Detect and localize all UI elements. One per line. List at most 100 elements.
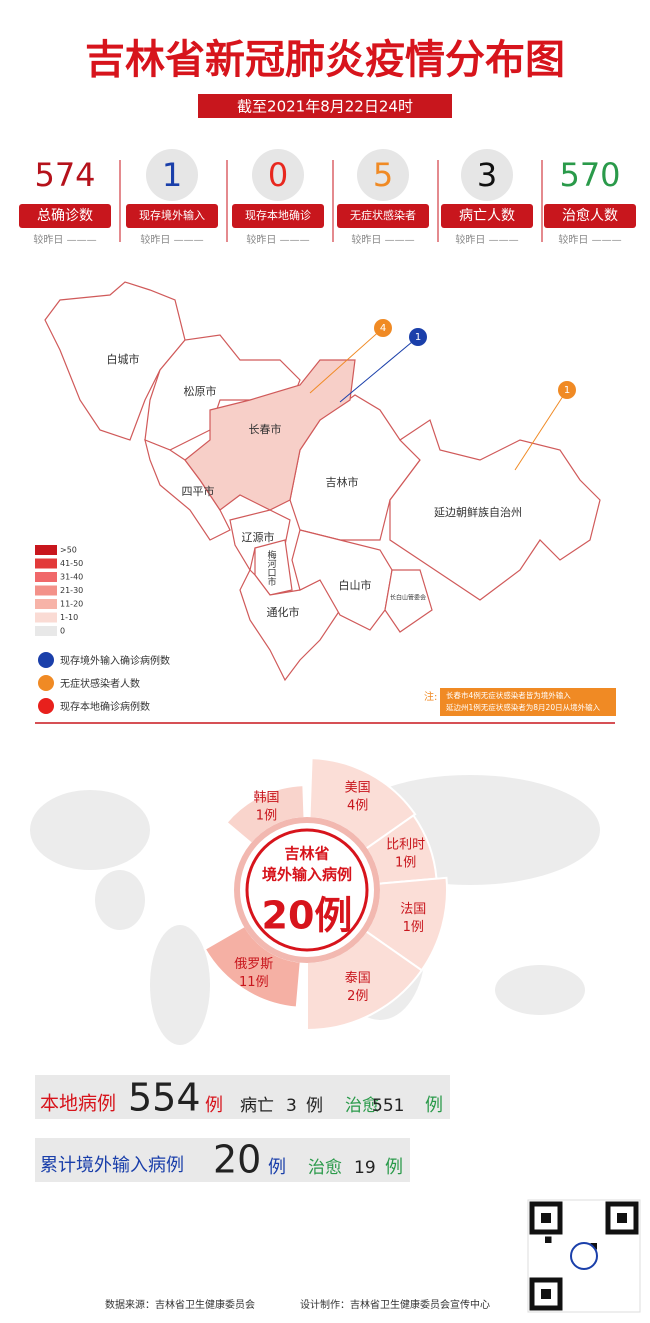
stat-label-bg (337, 204, 429, 228)
stat-circle (146, 149, 198, 201)
marker-label: 现存本地确诊病例数 (60, 700, 150, 713)
legend-label: 21-30 (60, 586, 83, 595)
country-cases: 2例 (347, 989, 368, 1004)
legend-swatch (35, 572, 57, 582)
region-label: 梅河口市 (266, 549, 277, 587)
stat-circle (252, 149, 304, 201)
stat-label-bg (19, 204, 111, 228)
summary-unit: 例 (306, 1096, 323, 1116)
qr-finder (529, 1277, 563, 1311)
country-name: 俄罗斯 (234, 957, 273, 972)
map: 白城市 松原市 长春市 吉林市 四平市 辽源市 梅河口市 通化市 白山市 长白山… (44, 281, 601, 682)
stat-label: 病亡人数 (459, 208, 515, 224)
legend-label: 0 (60, 627, 65, 636)
callout (558, 381, 576, 399)
region (144, 439, 231, 541)
qr-code (527, 1199, 641, 1313)
center-subtitle: 境外输入病例 (262, 866, 352, 884)
callout (409, 328, 427, 346)
summary-label: 累计境外输入病例 (40, 1155, 184, 1176)
marker-label: 无症状感染者人数 (60, 677, 140, 690)
country-name: 法国 (400, 902, 426, 917)
stat-circle (461, 149, 513, 201)
title: 吉林省新冠肺炎疫情分布图 (85, 37, 565, 83)
stat-label-bg (232, 204, 324, 228)
marker-dot (38, 652, 54, 668)
qr-finder (617, 1213, 627, 1223)
region-label: 松原市 (184, 384, 217, 398)
center-title: 吉林省 (284, 845, 329, 863)
legend-swatch (35, 558, 57, 569)
stat-label-bg (126, 204, 218, 228)
country-cases: 11例 (239, 975, 269, 990)
summary-value: 554 (128, 1076, 201, 1120)
callout-label: 1 (415, 332, 421, 343)
region-label: 吉林市 (326, 475, 359, 489)
stat-compare: 较昨日 ——— (558, 233, 621, 246)
callout (374, 319, 392, 337)
stat-label: 现存境外输入 (139, 208, 205, 222)
stat-compare: 较昨日 ——— (246, 233, 309, 246)
footer-design: 设计制作：吉林省卫生健康委员会宣传中心 (300, 1298, 490, 1311)
region-label: 通化市 (267, 605, 300, 619)
legend-swatch (35, 599, 57, 609)
stat-label: 治愈人数 (562, 208, 618, 224)
stat-value: 1 (162, 156, 182, 194)
summary-unit: 例 (268, 1157, 286, 1178)
footer-source: 数据来源：吉林省卫生健康委员会 (105, 1298, 255, 1311)
region (254, 539, 293, 596)
stat-circle (357, 149, 409, 201)
summary-bg (35, 1075, 450, 1119)
region-label: 辽源市 (242, 530, 275, 544)
summary-bg (35, 1138, 410, 1182)
qr-finder (541, 1289, 551, 1299)
country-name: 比利时 (386, 838, 425, 853)
stat-compare: 较昨日 ——— (140, 233, 203, 246)
qr-logo (570, 1242, 598, 1270)
region (239, 568, 341, 682)
summary-value: 551 (372, 1096, 404, 1116)
region (384, 569, 433, 633)
date-bg (198, 94, 452, 118)
callout-line (309, 327, 384, 394)
country-name: 美国 (345, 780, 371, 795)
legend-swatch (35, 545, 57, 555)
stat-value: 5 (373, 156, 393, 194)
legend-label: 41-50 (60, 559, 83, 568)
legend-swatch (35, 585, 57, 596)
stat-value: 570 (559, 156, 620, 194)
country-cases: 1例 (256, 808, 277, 823)
stat-compare: 较昨日 ——— (351, 233, 414, 246)
callout-label: 1 (564, 385, 570, 396)
callout-line (339, 336, 419, 403)
legend-swatch (35, 626, 57, 636)
legend-label: 31-40 (60, 573, 83, 582)
region (389, 419, 601, 601)
summary-label: 治愈 (345, 1096, 379, 1116)
region-label: 白城市 (107, 352, 140, 366)
summary-unit: 例 (205, 1095, 223, 1116)
region-label: 延边朝鲜族自治州 (434, 505, 522, 519)
summary-value: 20 (213, 1138, 261, 1182)
summary-unit: 例 (385, 1157, 403, 1178)
qr-finder (541, 1213, 551, 1223)
callout-label: 4 (380, 323, 386, 334)
legend: >50 41-50 31-40 21-30 11-20 1-10 0 (35, 545, 83, 636)
stat-label: 无症状感染者 (350, 208, 416, 222)
country-name: 韩国 (253, 790, 279, 805)
region (291, 529, 393, 631)
summary-label: 治愈 (308, 1158, 342, 1178)
stat-label: 总确诊数 (37, 208, 93, 224)
note-bg (440, 688, 616, 716)
note-line: 延边州1例无症状感染者为8月20日从境外输入 (446, 702, 601, 712)
summary-unit: 例 (425, 1095, 443, 1116)
center-total: 20例 (262, 894, 353, 938)
stat-compare: 较昨日 ——— (455, 233, 518, 246)
summary-value: 3 (286, 1096, 297, 1116)
region-label: 四平市 (182, 484, 215, 498)
callout-line (514, 389, 568, 471)
marker-dot (38, 675, 54, 691)
stat-value: 3 (477, 156, 497, 194)
